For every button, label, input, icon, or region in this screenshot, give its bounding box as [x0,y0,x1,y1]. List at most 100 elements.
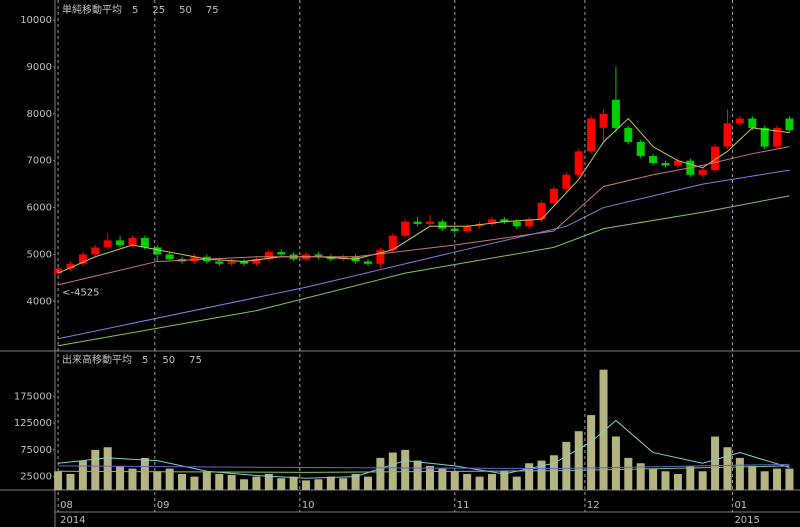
volume-bar [636,463,645,490]
volume-bar [475,476,484,490]
volume-bar [339,478,348,490]
volume-bar [735,457,744,490]
moving-average-line [57,146,790,286]
volume-bar [587,415,596,490]
volume-bar [202,471,211,490]
candle-body [103,240,112,248]
x-tick-label: 09 [157,500,170,511]
volume-bar [66,473,75,490]
volume-bar [537,460,546,490]
candle-body [773,127,782,147]
volume-bar [240,479,249,490]
moving-average-line [58,463,790,470]
volume-bar [413,460,422,490]
moving-average-line [58,465,790,473]
candle-body [140,238,149,248]
volume-bar [438,468,447,490]
volume-bar [302,480,311,490]
x-tick-label: 08 [60,500,73,511]
volume-bar [673,473,682,490]
x-tick-label: 01 [734,500,747,511]
legend-title: 出来高移動平均 [62,353,132,366]
candle-body [636,141,645,157]
candle-body [723,123,732,147]
volume-bar [760,471,769,490]
legend-entry: 5 [132,5,138,16]
x-tick-label: 10 [302,500,315,511]
volume-bar [351,473,360,490]
candle-body [748,118,757,128]
candle-body [165,254,174,260]
moving-average-line [58,195,790,347]
volume-bar [165,468,174,490]
volume-bar [562,441,571,490]
volume-bar [326,476,335,490]
candle-body [425,221,434,224]
volume-bar [611,436,620,490]
volume-bar [649,468,658,490]
candle-body [463,226,472,231]
volume-bar [525,463,534,490]
volume-bar [277,478,286,490]
legend-entry: 5 [142,355,148,366]
volume-bar [289,476,298,490]
volume-bar [773,468,782,490]
volume-bar [599,369,608,490]
volume-bar [549,455,558,490]
candle-body [277,252,286,255]
x-tick-label: 12 [587,500,600,511]
candle-body [413,221,422,224]
moving-average-line [58,419,790,479]
volume-bar [425,465,434,490]
candle-body [66,263,75,269]
volume-bar [140,457,149,490]
volume-bar [252,476,261,490]
candle-body [388,235,397,250]
candle-body [711,146,720,171]
volume-bar [487,473,496,490]
volume-bar [698,471,707,490]
volume-bar [363,476,372,490]
volume-bar [785,468,794,490]
legend-entry: 50 [162,355,175,366]
legend-entry: 50 [179,5,192,16]
legend-entry: 75 [206,5,219,16]
y-tick-label: 8000 [27,109,52,120]
y-tick-label: 10000 [20,15,52,26]
candle-body [649,156,658,164]
candle-body [240,261,249,264]
volume-bar [178,473,187,490]
volume-bar [376,457,385,490]
y-tick-label: 125000 [14,418,52,429]
candle-body [314,254,323,257]
volume-bar [91,449,100,490]
candle-body [760,127,769,147]
candle-body [698,170,707,175]
candle-body [487,219,496,224]
candle-body [363,261,372,264]
volume-bar [227,475,236,490]
y-tick-label: 75000 [20,445,52,456]
candle-body [376,249,385,264]
volume-bar [153,471,162,490]
volume-bar [401,449,410,490]
candle-body [215,261,224,264]
candle-body [116,240,125,246]
legend-entry: 75 [189,355,202,366]
volume-bar [748,465,757,490]
y-tick-label: 6000 [27,203,52,214]
volume-bar [711,436,720,490]
candle-body [537,202,546,220]
candle-body [78,254,87,264]
candle-body [252,259,261,264]
volume-bar [512,476,521,490]
volume-bar [686,465,695,490]
volume-bar [314,479,323,490]
moving-average-line [57,117,790,274]
candle-body [587,118,596,152]
candle-body [401,221,410,236]
candle-body [574,151,583,175]
